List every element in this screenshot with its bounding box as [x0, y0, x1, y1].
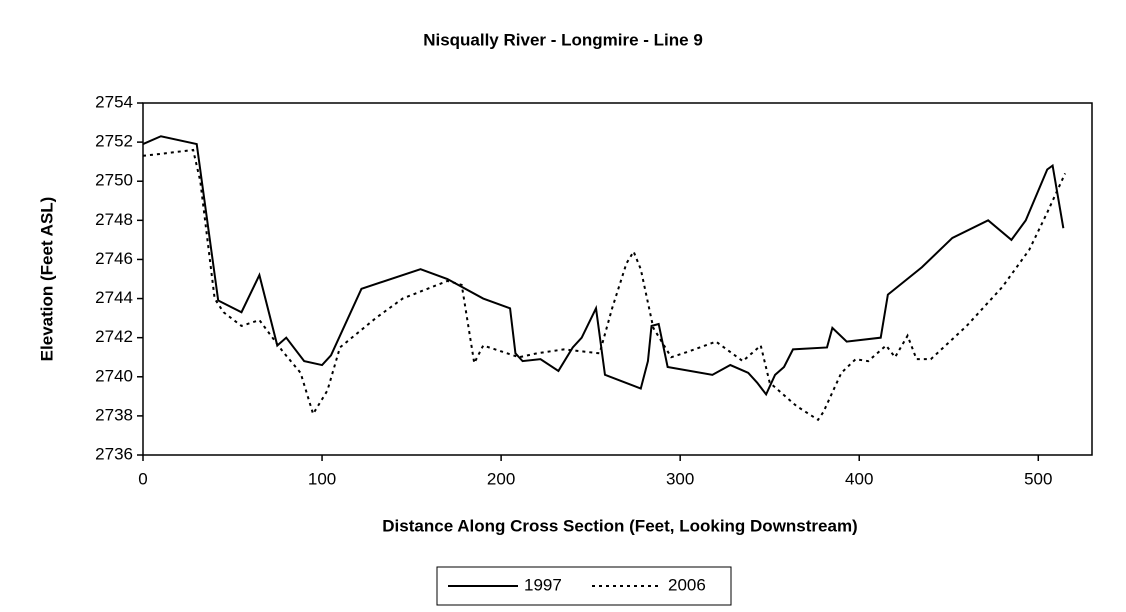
legend-label: 1997 [524, 575, 562, 594]
legend-label: 2006 [668, 575, 706, 594]
y-tick-label: 2744 [95, 288, 133, 307]
chart-title: Nisqually River - Longmire - Line 9 [423, 30, 703, 49]
y-axis-label: Elevation (Feet ASL) [37, 197, 56, 362]
data-line [142, 135, 1065, 397]
y-tick-label: 2738 [95, 405, 133, 424]
y-tick-label: 2736 [95, 444, 133, 463]
x-tick-label: 400 [845, 469, 873, 488]
x-tick-label: 200 [487, 469, 515, 488]
y-tick-label: 2742 [95, 327, 133, 346]
y-tick-label: 2752 [95, 132, 133, 151]
y-tick-label: 2740 [95, 366, 133, 385]
x-axis-label: Distance Along Cross Section (Feet, Look… [382, 516, 857, 535]
y-tick-label: 2754 [95, 92, 133, 111]
x-tick-label: 500 [1024, 469, 1052, 488]
y-tick-label: 2748 [95, 210, 133, 229]
plot-area [142, 102, 1093, 456]
x-tick-label: 0 [138, 469, 147, 488]
y-tick-label: 2746 [95, 249, 133, 268]
x-tick-label: 100 [308, 469, 336, 488]
x-tick-label: 300 [666, 469, 694, 488]
data-line [142, 148, 1067, 422]
y-tick-label: 2750 [95, 171, 133, 190]
